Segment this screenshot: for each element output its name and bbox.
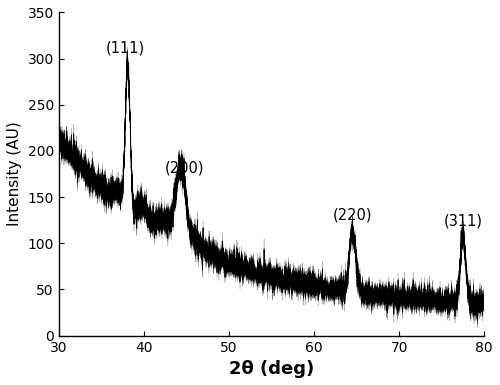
X-axis label: 2θ (deg): 2θ (deg) <box>229 360 314 378</box>
Y-axis label: Intensity (AU): Intensity (AU) <box>7 122 22 226</box>
Text: (111): (111) <box>106 41 144 56</box>
Text: (311): (311) <box>444 214 482 229</box>
Text: (220): (220) <box>332 208 372 223</box>
Text: (200): (200) <box>165 161 204 176</box>
